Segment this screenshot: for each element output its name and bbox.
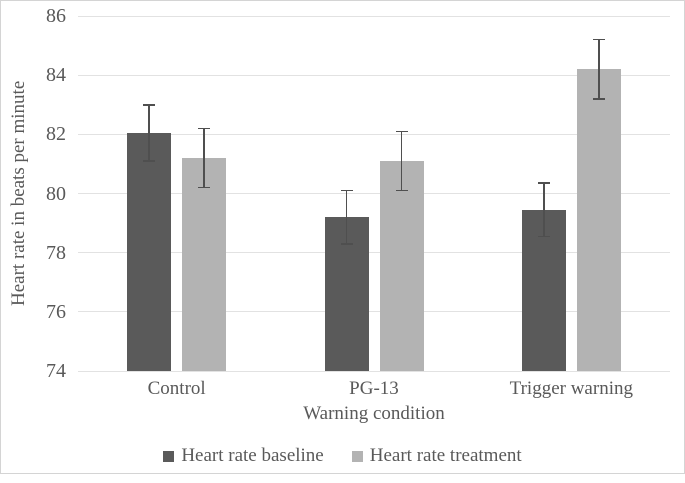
error-bar-cap-bottom-heart-rate-treatment-trigger-warning	[592, 98, 605, 100]
bar-heart-rate-treatment-pg-13	[379, 160, 424, 371]
error-bar-cap-bottom-heart-rate-baseline-control	[143, 160, 156, 162]
gridline-76	[78, 311, 670, 313]
legend: Heart rate baseline Heart rate treatment	[0, 444, 685, 468]
legend-label-heart-rate-treatment: Heart rate treatment	[369, 445, 522, 466]
error-bar-heart-rate-treatment-trigger-warning	[598, 39, 600, 99]
legend-entry-heart-rate-baseline: Heart rate baseline	[163, 445, 324, 467]
x-axis-labels: Control PG-13 Trigger warning	[78, 378, 670, 402]
error-bar-heart-rate-baseline-trigger-warning	[543, 183, 545, 237]
legend-swatch-heart-rate-baseline	[163, 450, 175, 462]
y-tick-label-80: 80	[46, 182, 66, 205]
y-tick-label-82: 82	[46, 123, 66, 146]
bar-heart-rate-baseline-control	[127, 132, 172, 371]
error-bar-heart-rate-baseline-pg-13	[345, 190, 348, 244]
gridline-80	[78, 193, 670, 194]
y-tick-label-74: 74	[46, 360, 66, 382]
gridline-82	[78, 133, 670, 135]
error-bar-heart-rate-treatment-pg-13	[400, 131, 403, 191]
error-bar-cap-top-heart-rate-treatment-pg-13	[395, 130, 408, 133]
gridline-86	[78, 15, 670, 17]
error-bar-cap-bottom-heart-rate-treatment-pg-13	[395, 189, 408, 192]
error-bar-cap-bottom-heart-rate-treatment-control	[198, 186, 211, 189]
error-bar-cap-top-heart-rate-baseline-control	[143, 104, 156, 106]
y-tick-label-84: 84	[46, 64, 66, 87]
error-bar-heart-rate-treatment-control	[203, 128, 205, 188]
bar-heart-rate-treatment-control	[182, 158, 227, 371]
legend-entry-heart-rate-treatment: Heart rate treatment	[351, 445, 522, 467]
y-tick-label-76: 76	[46, 300, 66, 323]
y-axis-ticks: 74 76 78 80 82 84 86	[0, 5, 66, 382]
legend-swatch-heart-rate-treatment	[351, 450, 363, 462]
x-axis-label-control: Control	[147, 378, 206, 399]
y-tick-label-86: 86	[46, 5, 66, 27]
gridline-74	[78, 370, 670, 372]
error-bar-heart-rate-baseline-control	[148, 104, 150, 161]
gridline-84	[78, 74, 670, 76]
y-tick-label-78: 78	[46, 241, 66, 264]
plot-area	[78, 15, 670, 372]
legend-label-heart-rate-baseline: Heart rate baseline	[181, 445, 324, 466]
error-bar-cap-bottom-heart-rate-baseline-pg-13	[340, 243, 353, 245]
error-bar-cap-top-heart-rate-baseline-pg-13	[340, 189, 353, 192]
error-bar-cap-top-heart-rate-baseline-trigger-warning	[537, 182, 550, 184]
error-bar-cap-bottom-heart-rate-baseline-trigger-warning	[537, 235, 550, 238]
error-bar-cap-top-heart-rate-treatment-trigger-warning	[592, 38, 605, 41]
gridline-78	[78, 252, 670, 254]
bar-heart-rate-treatment-trigger-warning	[576, 69, 621, 371]
error-bar-cap-top-heart-rate-treatment-control	[198, 127, 211, 130]
x-axis-title: Warning condition	[303, 403, 445, 424]
x-axis-label-pg-13: PG-13	[349, 378, 399, 399]
x-axis-label-trigger-warning: Trigger warning	[509, 378, 633, 399]
